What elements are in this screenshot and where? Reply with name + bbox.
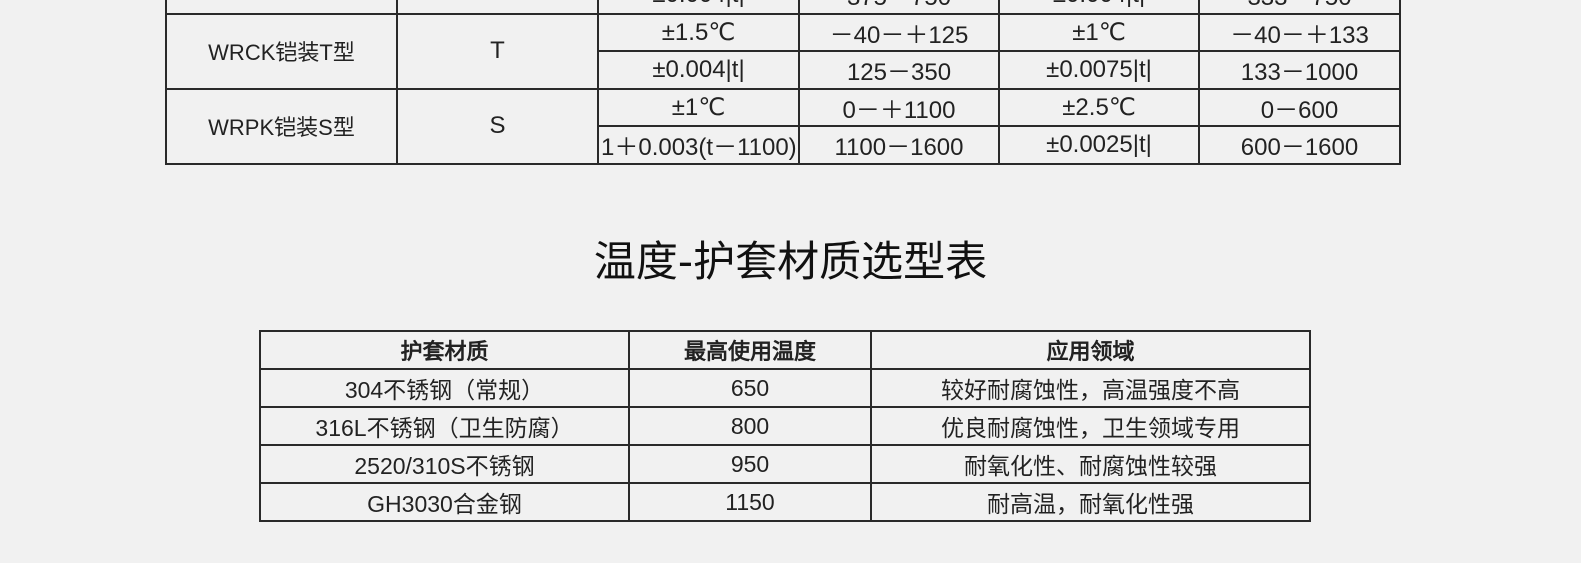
table-row: 2520/310S不锈钢 950 耐氧化性、耐腐蚀性较强 bbox=[259, 444, 1311, 484]
column-header: 应用领域 bbox=[870, 330, 1311, 370]
table-cell: ±0.004|t| bbox=[998, 0, 1200, 15]
table-cell: 600－1600 bbox=[1198, 125, 1401, 165]
table-cell: 133－1000 bbox=[1198, 50, 1401, 90]
table-cell: 333－750 bbox=[1198, 0, 1401, 15]
table-cell: ±0.0075|t| bbox=[998, 50, 1200, 90]
table-cell: 0－＋1100 bbox=[798, 87, 1000, 127]
table-cell: 0－600 bbox=[1198, 87, 1401, 127]
table-cell: －40－＋125 bbox=[798, 12, 1000, 52]
model-cell: WRPK铠装S型 bbox=[165, 87, 398, 165]
table-cell: GH3030合金钢 bbox=[259, 482, 630, 522]
model-cell: WRCK铠装T型 bbox=[165, 12, 398, 90]
section-title: 温度-护套材质选型表 bbox=[593, 237, 988, 286]
table-cell: 1＋0.003(t－1100) bbox=[597, 125, 800, 165]
table-cell: 125－350 bbox=[798, 50, 1000, 90]
table-row: 304不锈钢（常规） 650 较好耐腐蚀性，高温强度不高 bbox=[259, 368, 1311, 408]
table-cell: －40－＋133 bbox=[1198, 12, 1401, 52]
table-cell: ±2.5℃ bbox=[998, 87, 1200, 127]
thermocouple-spec-table: ±0.004|t| 375－750 ±0.004|t| 333－750 WRCK… bbox=[165, 0, 1401, 165]
table-cell: ±0.004|t| bbox=[597, 0, 800, 15]
table-cell: ±1.5℃ bbox=[597, 12, 800, 52]
table-cell: 耐高温，耐氧化性强 bbox=[870, 482, 1311, 522]
table-cell: ±0.004|t| bbox=[597, 50, 800, 90]
table-cell: ±0.0025|t| bbox=[998, 125, 1200, 165]
code-cell: T bbox=[396, 12, 599, 90]
table-row: WRCK铠装T型 T ±1.5℃ －40－＋125 ±1℃ －40－＋133 bbox=[165, 12, 1401, 90]
table-row: WRPK铠装S型 S ±1℃ 0－＋1100 ±2.5℃ 0－600 bbox=[165, 87, 1401, 165]
table-row: 1＋0.003(t－1100) 1100－1600 ±0.0025|t| 600… bbox=[166, 125, 1401, 165]
table-header-row: 护套材质 最高使用温度 应用领域 bbox=[259, 330, 1311, 370]
column-header: 最高使用温度 bbox=[628, 330, 872, 370]
table-cell: ±1℃ bbox=[597, 87, 800, 127]
table-cell: ±1℃ bbox=[998, 12, 1200, 52]
table-cell: 304不锈钢（常规） bbox=[259, 368, 630, 408]
table-cell: 316L不锈钢（卫生防腐） bbox=[259, 406, 630, 446]
table-cell: 1150 bbox=[628, 482, 872, 522]
table-cell: 耐氧化性、耐腐蚀性较强 bbox=[870, 444, 1311, 484]
table-cell: 375－750 bbox=[798, 0, 1000, 15]
table-cell: 2520/310S不锈钢 bbox=[259, 444, 630, 484]
table-row: ±0.004|t| 375－750 ±0.004|t| 333－750 bbox=[165, 0, 1401, 15]
column-header: 护套材质 bbox=[259, 330, 630, 370]
table-cell: 1100－1600 bbox=[798, 125, 1000, 165]
code-cell: S bbox=[396, 87, 599, 165]
table-cell: 优良耐腐蚀性，卫生领域专用 bbox=[870, 406, 1311, 446]
table-cell: 650 bbox=[628, 368, 872, 408]
sheath-material-table: 护套材质 最高使用温度 应用领域 304不锈钢（常规） 650 较好耐腐蚀性，高… bbox=[259, 330, 1311, 522]
table-row: ±0.004|t| 125－350 ±0.0075|t| 133－1000 bbox=[166, 50, 1401, 90]
table-row: GH3030合金钢 1150 耐高温，耐氧化性强 bbox=[259, 482, 1311, 522]
table-cell: 较好耐腐蚀性，高温强度不高 bbox=[870, 368, 1311, 408]
table-cell: 800 bbox=[628, 406, 872, 446]
table-row: 316L不锈钢（卫生防腐） 800 优良耐腐蚀性，卫生领域专用 bbox=[259, 406, 1311, 446]
table-cell: 950 bbox=[628, 444, 872, 484]
